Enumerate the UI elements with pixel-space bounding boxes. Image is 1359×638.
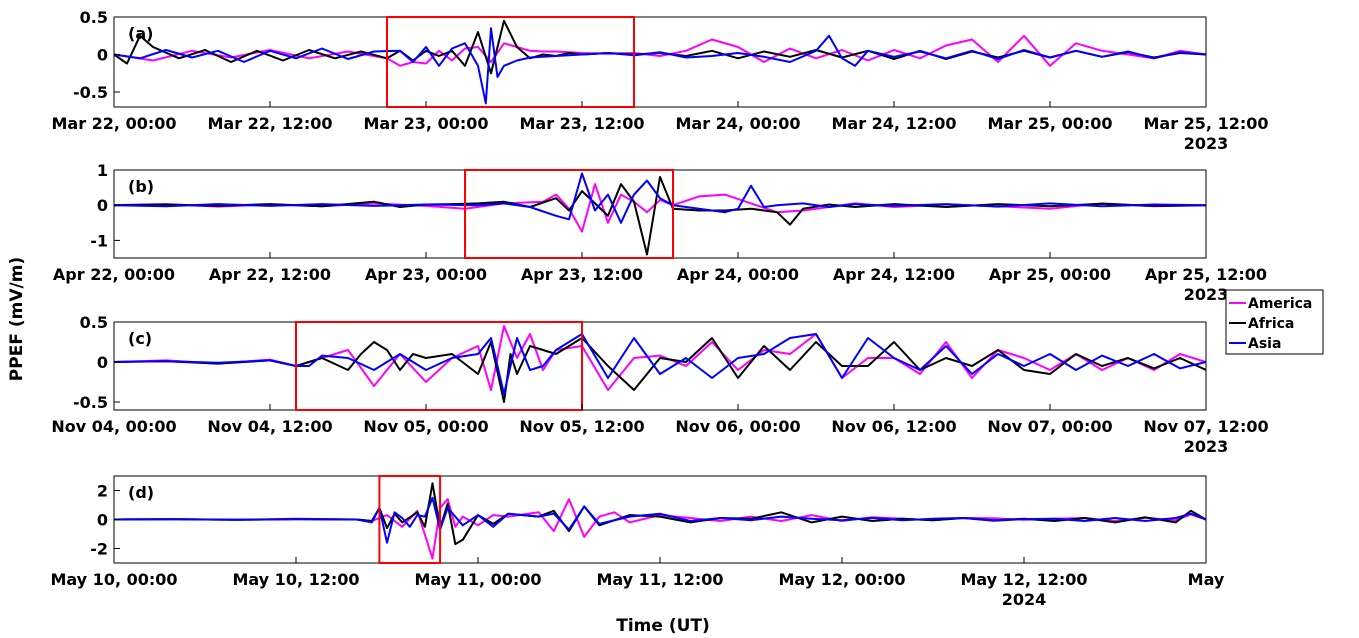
y-tick-label: 0.5 bbox=[80, 313, 108, 332]
x-axis-label: Time (UT) bbox=[616, 616, 710, 636]
x-tick-label: May 10, 00:00 bbox=[50, 570, 177, 589]
axes-frame bbox=[114, 170, 1206, 258]
legend: America Africa Asia bbox=[1226, 290, 1323, 354]
highlight-box bbox=[465, 170, 673, 258]
x-tick-label: Nov 06, 12:00 bbox=[831, 417, 956, 436]
y-tick-label: -0.5 bbox=[73, 83, 108, 102]
x-tick-label: May 10, 12:00 bbox=[232, 570, 359, 589]
x-tick-label: Mar 25, 12:00 bbox=[1143, 114, 1268, 133]
x-tick-label: Nov 05, 12:00 bbox=[519, 417, 644, 436]
y-tick-label: 0 bbox=[97, 196, 108, 215]
x-tick-label: Mar 24, 12:00 bbox=[831, 114, 956, 133]
series-line-africa bbox=[114, 177, 1206, 255]
x-tick-label: Apr 22, 12:00 bbox=[209, 265, 331, 284]
x-tick-label: May 12, 00:00 bbox=[778, 570, 905, 589]
x-tick-label: Apr 25, 00:00 bbox=[989, 265, 1111, 284]
x-tick-label: Apr 23, 12:00 bbox=[521, 265, 643, 284]
y-tick-label: 2 bbox=[97, 482, 108, 501]
series-line-africa bbox=[114, 21, 1206, 74]
panel-2: 0.5 0 -0.5 Nov 04, 00:00 Nov 04, 12:00 Nov 05… bbox=[51, 313, 1268, 456]
panel-label: (d) bbox=[128, 483, 154, 502]
x-tick-label: Mar 23, 00:00 bbox=[363, 114, 488, 133]
year-label: 2023 bbox=[1184, 437, 1229, 456]
x-tick-label: Apr 24, 12:00 bbox=[833, 265, 955, 284]
series-line-asia bbox=[114, 334, 1206, 394]
x-tick-label: Nov 05, 00:00 bbox=[363, 417, 488, 436]
year-label: 2023 bbox=[1184, 134, 1229, 153]
x-tick-label: Mar 23, 12:00 bbox=[519, 114, 644, 133]
x-tick-label: Apr 23, 00:00 bbox=[365, 265, 487, 284]
legend-label: Africa bbox=[1248, 316, 1294, 332]
series-line-america bbox=[114, 36, 1206, 66]
y-axis-label: PPEF (mV/m) bbox=[7, 257, 27, 381]
series-line-asia bbox=[114, 28, 1206, 103]
x-tick-label: Nov 06, 00:00 bbox=[675, 417, 800, 436]
y-tick-label: -0.5 bbox=[73, 393, 108, 412]
y-tick-label: 0.5 bbox=[80, 8, 108, 27]
y-tick-label: 0 bbox=[97, 46, 108, 65]
legend-label: Asia bbox=[1248, 336, 1281, 352]
panel-label: (a) bbox=[128, 24, 153, 43]
y-tick-label: -1 bbox=[90, 231, 108, 250]
y-tick-label: 0 bbox=[97, 511, 108, 530]
panel-0: 0.5 0 -0.5 Mar 22, 00:00 Mar 22, 12:00 Mar 23… bbox=[51, 8, 1268, 153]
x-tick-label: Nov 07, 00:00 bbox=[987, 417, 1112, 436]
panels: 0.5 0 -0.5 Mar 22, 00:00 Mar 22, 12:00 Mar 23… bbox=[50, 8, 1268, 609]
x-tick-label: Apr 24, 00:00 bbox=[677, 265, 799, 284]
x-tick-label: Apr 22, 00:00 bbox=[53, 265, 175, 284]
panel-3: 2 0 -2 May 10, 00:00 May 10, 12:00 May 11, 00… bbox=[50, 476, 1224, 609]
panel-1: 1 0 -1 Apr 22, 00:00 Apr 22, 12:00 Apr 23, 00… bbox=[53, 161, 1267, 304]
x-tick-label: Nov 04, 12:00 bbox=[207, 417, 332, 436]
series-line-africa bbox=[114, 338, 1206, 402]
x-tick-label: Mar 22, 12:00 bbox=[207, 114, 332, 133]
y-tick-label: -2 bbox=[90, 540, 108, 559]
axes-frame bbox=[114, 17, 1206, 107]
year-label: 2024 bbox=[1002, 590, 1047, 609]
x-tick-label: Nov 04, 00:00 bbox=[51, 417, 176, 436]
x-tick-label: Nov 07, 12:00 bbox=[1143, 417, 1268, 436]
x-tick-label: May 11, 00:00 bbox=[414, 570, 541, 589]
panel-label: (c) bbox=[128, 329, 152, 348]
x-tick-label: Mar 22, 00:00 bbox=[51, 114, 176, 133]
x-tick-label: Mar 24, 00:00 bbox=[675, 114, 800, 133]
x-tick-label: Apr 25, 12:00 bbox=[1145, 265, 1267, 284]
highlight-box bbox=[387, 17, 634, 107]
series-line-america bbox=[114, 499, 1206, 558]
x-tick-label: Mar 25, 00:00 bbox=[987, 114, 1112, 133]
y-tick-label: 0 bbox=[97, 353, 108, 372]
year-label: 2023 bbox=[1184, 285, 1229, 304]
y-tick-label: 1 bbox=[97, 161, 108, 180]
legend-label: America bbox=[1248, 296, 1312, 312]
x-tick-label: May 12, 12:00 bbox=[960, 570, 1087, 589]
x-tick-label: May 11, 12:00 bbox=[596, 570, 723, 589]
x-tick-label: May bbox=[1188, 570, 1225, 589]
series-line-america bbox=[114, 184, 1206, 232]
panel-label: (b) bbox=[128, 177, 154, 196]
